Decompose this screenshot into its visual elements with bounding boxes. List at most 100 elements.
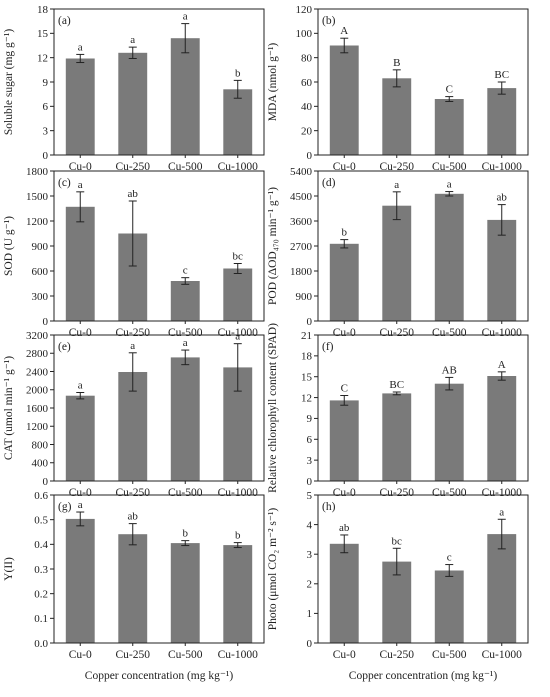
error-bar bbox=[181, 23, 190, 54]
bar-cu-0 bbox=[65, 395, 95, 481]
y-tick-label: 2400 bbox=[26, 366, 49, 378]
y-tick-label: 18 bbox=[301, 351, 313, 363]
y-tick-label: 1 bbox=[307, 608, 313, 620]
category-label: Cu-250 bbox=[380, 649, 415, 661]
category-label: Cu-0 bbox=[69, 487, 92, 499]
bar-cu-0 bbox=[65, 58, 95, 155]
y-tick-label: 2 bbox=[307, 579, 313, 591]
bar-cu-1000 bbox=[223, 545, 253, 643]
panel-label: (b) bbox=[322, 15, 336, 27]
bar-cu-1000 bbox=[223, 89, 253, 155]
significance-letter: C bbox=[341, 383, 348, 395]
y-tick-label: 2000 bbox=[26, 385, 49, 397]
bar-cu-250 bbox=[118, 534, 148, 643]
y-tick-label: 1800 bbox=[26, 166, 49, 178]
bar-cu-0 bbox=[329, 543, 359, 643]
y-tick-label: 1600 bbox=[26, 403, 49, 415]
x-axis-title: Copper concentration (mg kg⁻¹) bbox=[349, 670, 498, 682]
category-label: Cu-250 bbox=[116, 649, 151, 661]
plot-frame bbox=[317, 170, 529, 322]
category-label: Cu-250 bbox=[380, 487, 415, 499]
bar-cu-500 bbox=[434, 193, 464, 321]
y-tick-label: 1200 bbox=[26, 216, 49, 228]
significance-letter: a bbox=[78, 179, 83, 191]
significance-letter: a bbox=[394, 179, 399, 191]
error-bar bbox=[128, 523, 137, 546]
bar-cu-500 bbox=[434, 570, 464, 643]
category-label: Cu-0 bbox=[69, 161, 92, 173]
category-label: Cu-500 bbox=[432, 161, 467, 173]
error-bar bbox=[233, 263, 242, 274]
y-tick-label: 100 bbox=[296, 28, 313, 40]
category-label: Cu-500 bbox=[432, 649, 467, 661]
significance-letter: bc bbox=[233, 251, 244, 263]
category-label: Cu-0 bbox=[333, 327, 356, 339]
bar-cu-250 bbox=[382, 205, 412, 321]
plot-frame bbox=[317, 334, 529, 482]
y-tick-label: 900 bbox=[296, 291, 313, 303]
y-tick-label: 400 bbox=[32, 458, 49, 470]
error-bar bbox=[497, 204, 506, 236]
bar-cu-500 bbox=[170, 281, 200, 321]
y-axis-title: MDA (nmol g⁻¹) bbox=[267, 43, 279, 122]
plot-frame bbox=[53, 170, 265, 322]
category-label: Cu-0 bbox=[69, 649, 92, 661]
y-tick-label: 600 bbox=[32, 266, 49, 278]
error-bar bbox=[392, 547, 401, 576]
panel-label: (a) bbox=[58, 15, 71, 27]
y-tick-label: 3600 bbox=[290, 216, 313, 228]
significance-letter: ab bbox=[497, 192, 508, 204]
y-tick-label: 0 bbox=[307, 638, 313, 650]
error-bar bbox=[128, 46, 137, 59]
y-axis-title: SOD (U g⁻¹) bbox=[3, 216, 15, 276]
y-tick-label: 2800 bbox=[26, 348, 49, 360]
significance-letter: a bbox=[130, 34, 135, 46]
y-tick-label: 80 bbox=[301, 52, 313, 64]
error-bar bbox=[233, 79, 242, 99]
y-tick-label: 15 bbox=[37, 28, 49, 40]
category-label: Cu-1000 bbox=[218, 327, 259, 339]
category-label: Cu-250 bbox=[116, 327, 151, 339]
plot-frame bbox=[53, 8, 265, 156]
error-bar bbox=[392, 69, 401, 88]
category-label: Cu-500 bbox=[432, 327, 467, 339]
panel-label: (f) bbox=[322, 341, 334, 353]
bar-cu-1000 bbox=[487, 88, 517, 155]
error-bar bbox=[233, 542, 242, 549]
panel-f: C Cu-0 BC Cu-250 AB Cu-500 A Cu-1000 0 3 6 9 12 15 18 2… bbox=[267, 323, 529, 499]
error-bar bbox=[181, 540, 190, 547]
bar-cu-500 bbox=[170, 357, 200, 481]
y-tick-label: 0.6 bbox=[34, 490, 48, 502]
significance-letter: AB bbox=[442, 364, 457, 376]
panel-b: A Cu-0 B Cu-250 C Cu-500 BC Cu-1000 0 20 40 60 80 100… bbox=[267, 4, 529, 173]
y-tick-label: 12 bbox=[301, 392, 312, 404]
category-label: Cu-0 bbox=[333, 649, 356, 661]
y-tick-label: 6 bbox=[43, 101, 49, 113]
y-tick-label: 12 bbox=[37, 52, 48, 64]
significance-letter: c bbox=[447, 552, 452, 564]
panel-label: (c) bbox=[58, 177, 71, 189]
category-label: Cu-1000 bbox=[482, 649, 523, 661]
y-tick-label: 5400 bbox=[290, 166, 313, 178]
significance-letter: c bbox=[183, 265, 188, 277]
panel-label: (g) bbox=[58, 501, 72, 513]
significance-letter: BC bbox=[494, 69, 509, 81]
y-tick-label: 3200 bbox=[26, 330, 49, 342]
error-bar bbox=[340, 534, 349, 554]
category-label: Cu-250 bbox=[116, 487, 151, 499]
panel-label: (d) bbox=[322, 177, 336, 189]
category-label: Cu-500 bbox=[168, 649, 203, 661]
bar-cu-500 bbox=[434, 383, 464, 481]
y-axis-title: Y(II) bbox=[3, 557, 15, 581]
plot-frame bbox=[317, 8, 529, 156]
category-label: Cu-500 bbox=[168, 327, 203, 339]
y-tick-label: 21 bbox=[301, 330, 312, 342]
error-bar bbox=[392, 191, 401, 221]
panel-e: aCu-0aCu-250aCu-500aCu-10000400800120016… bbox=[3, 330, 265, 499]
error-bar bbox=[497, 371, 506, 381]
significance-letter: bc bbox=[392, 535, 403, 547]
significance-letter: A bbox=[498, 359, 506, 371]
significance-letter: a bbox=[78, 499, 83, 511]
significance-letter: b bbox=[342, 227, 348, 239]
category-label: Cu-500 bbox=[432, 487, 467, 499]
